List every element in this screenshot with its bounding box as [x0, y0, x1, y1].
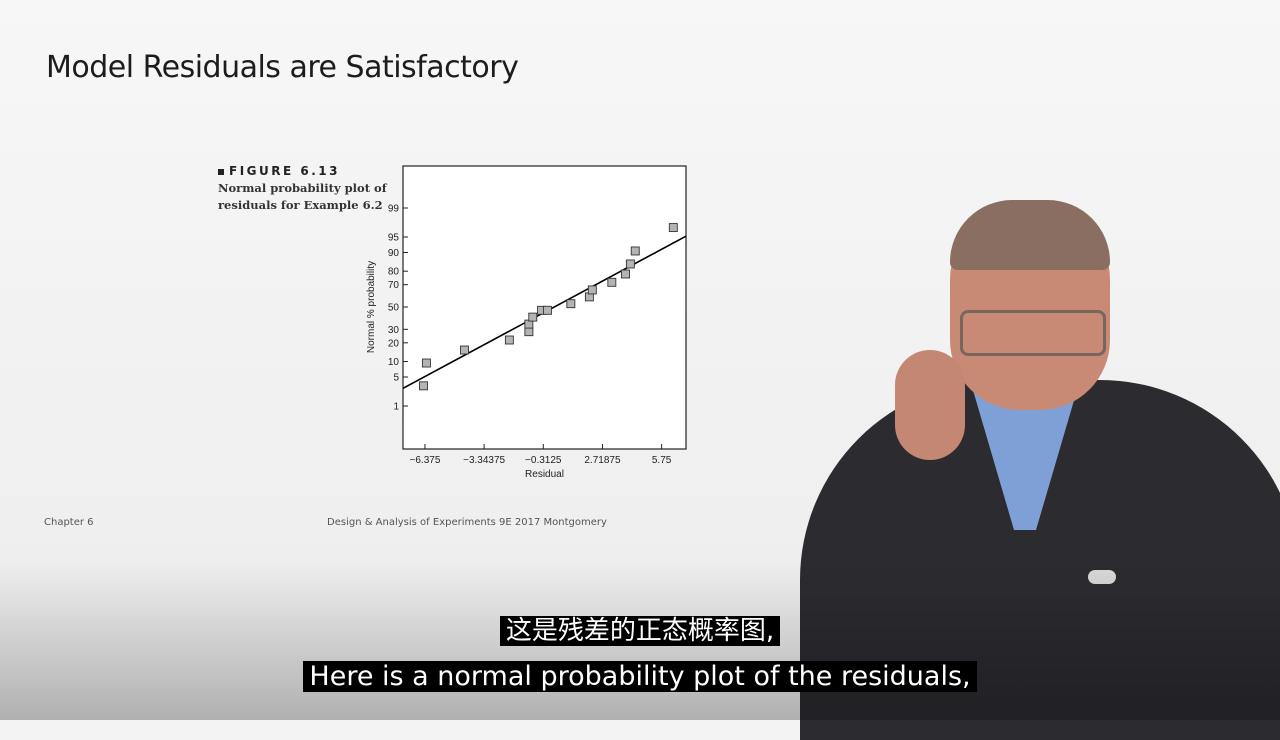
data-point [607, 277, 617, 287]
data-point [524, 327, 534, 337]
data-point [668, 223, 678, 233]
data-point [630, 246, 640, 256]
crocodile-logo-icon [1088, 570, 1116, 584]
subtitle-english: Here is a normal probability plot of the… [0, 661, 1280, 692]
x-tick-label: −3.34375 [463, 455, 505, 466]
x-axis-label: Residual [525, 469, 564, 480]
data-point [421, 358, 431, 368]
y-tick-label: 20 [388, 338, 400, 349]
data-point [528, 312, 538, 322]
y-tick-label: 70 [388, 280, 400, 291]
y-tick-label: 95 [388, 233, 400, 244]
y-tick-label: 1 [393, 402, 399, 413]
footer-chapter: Chapter 6 [44, 517, 94, 528]
presenter-hair [950, 200, 1110, 270]
data-point [566, 299, 576, 309]
data-point [460, 345, 469, 355]
y-tick-label: 5 [393, 372, 399, 383]
x-tick-label: 2.71875 [584, 455, 621, 466]
presenter-glasses [960, 310, 1106, 356]
y-axis-label: Normal % probability [366, 261, 377, 353]
figure-number-text: FIGURE 6.13 [229, 164, 340, 178]
figure-caption-text: Normal probability plot of residuals for… [218, 181, 387, 212]
normal-probability-plot: 1 5 10 20 30 50 70 80 90 95 99 −6.375 −3.34375 −0.312… [366, 165, 687, 480]
data-point [542, 305, 552, 315]
data-point [419, 381, 428, 391]
y-tick-label: 30 [388, 325, 400, 336]
bullet-square-icon [218, 168, 224, 175]
subtitle-english-text: Here is a normal probability plot of the… [303, 661, 977, 692]
data-point [625, 259, 635, 269]
data-point [621, 269, 630, 279]
data-point [587, 285, 597, 295]
subtitle-chinese-text: 这是残差的正态概率图, [499, 616, 781, 646]
subtitle-chinese: 这是残差的正态概率图, [0, 610, 1280, 647]
slide-title: Model Residuals are Satisfactory [46, 50, 519, 85]
y-tick-label: 80 [388, 267, 400, 278]
data-point [504, 335, 514, 345]
footer-book: Design & Analysis of Experiments 9E 2017… [327, 517, 607, 528]
x-tick-label: −6.375 [410, 455, 441, 466]
figure-number: FIGURE 6.13 [218, 164, 388, 178]
y-tick-label: 99 [388, 204, 400, 215]
y-tick-label: 10 [388, 357, 400, 368]
y-tick-label: 90 [388, 248, 400, 259]
figure-caption: FIGURE 6.13 Normal probability plot of r… [218, 164, 388, 214]
presenter-hand [895, 350, 965, 460]
y-tick-label: 50 [388, 303, 400, 314]
x-tick-label: −0.3125 [525, 455, 562, 466]
x-tick-label: 5.75 [652, 455, 672, 466]
